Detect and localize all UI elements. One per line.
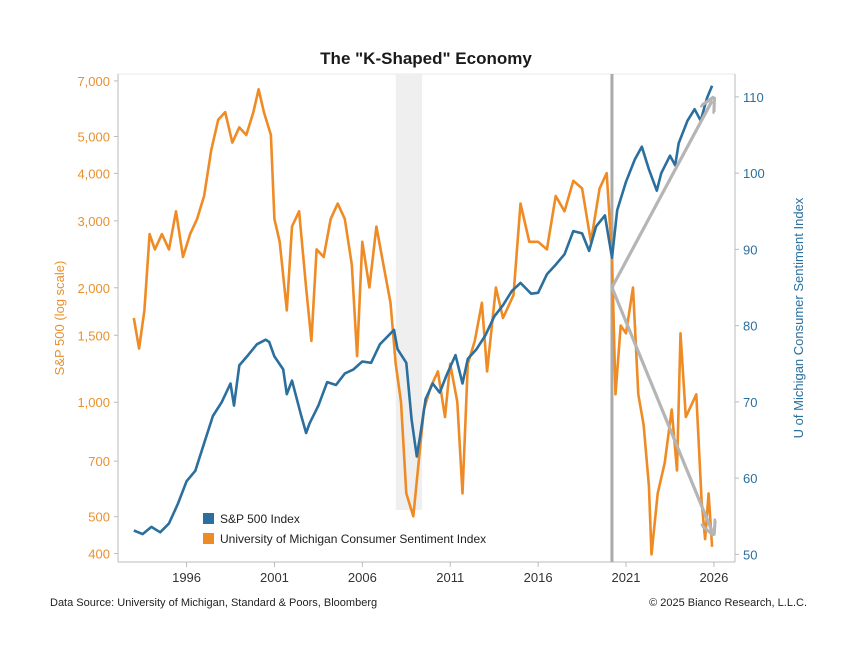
legend-label-sp500: S&P 500 Index — [220, 512, 300, 526]
left-tick-label: 5,000 — [77, 129, 110, 144]
right-tick-label: 50 — [743, 547, 757, 562]
right-tick-label: 80 — [743, 319, 757, 334]
copyright-note: © 2025 Bianco Research, L.L.C. — [649, 597, 807, 609]
right-tick-label: 100 — [743, 166, 765, 181]
recession-shade — [395, 74, 423, 510]
left-tick-label: 4,000 — [77, 166, 110, 181]
arrow-down — [610, 286, 712, 532]
x-tick-label: 2021 — [612, 570, 641, 585]
right-axis-ticks: 50 60 70 80 90 100 110 — [735, 90, 765, 562]
left-tick-label: 500 — [88, 510, 110, 525]
x-tick-label: 2011 — [436, 570, 464, 585]
left-tick-label: 400 — [88, 547, 110, 562]
left-axis-label: S&P 500 (log scale) — [52, 261, 67, 376]
left-tick-label: 2,000 — [77, 281, 110, 296]
right-axis-label: U of Michigan Consumer Sentiment Index — [791, 197, 806, 438]
x-tick-label: 2026 — [699, 570, 728, 585]
x-tick-label: 2006 — [348, 570, 377, 585]
chart-title: The "K-Shaped" Economy — [320, 49, 532, 68]
x-axis-ticks: 1996 2001 2006 2011 2016 2021 2026 — [172, 562, 728, 585]
legend-label-sentiment: University of Michigan Consumer Sentimen… — [220, 532, 486, 546]
plot-area — [117, 73, 736, 563]
sp500-line — [133, 85, 714, 536]
arrows — [610, 101, 712, 532]
left-axis-ticks: 400 500 700 1,000 1,500 2,000 3,000 4,000 5,000 7… — [77, 74, 118, 562]
left-tick-label: 1,500 — [77, 328, 110, 343]
x-tick-label: 2001 — [260, 570, 289, 585]
x-tick-label: 2016 — [524, 570, 553, 585]
left-tick-label: 700 — [88, 454, 110, 469]
right-tick-label: 90 — [743, 242, 757, 257]
left-tick-label: 7,000 — [77, 74, 110, 89]
legend-swatch-sp500 — [203, 513, 214, 524]
right-tick-label: 60 — [743, 471, 757, 486]
arrow-up — [610, 101, 712, 289]
series-group — [132, 85, 714, 556]
right-tick-label: 110 — [743, 90, 764, 105]
right-tick-label: 70 — [743, 395, 757, 410]
legend: S&P 500 Index University of Michigan Con… — [203, 512, 486, 546]
left-tick-label: 3,000 — [77, 214, 110, 229]
legend-swatch-sentiment — [203, 533, 214, 544]
x-tick-label: 1996 — [172, 570, 201, 585]
recession-band — [395, 74, 423, 510]
left-tick-label: 1,000 — [77, 395, 110, 410]
source-note: Data Source: University of Michigan, Sta… — [50, 597, 378, 609]
